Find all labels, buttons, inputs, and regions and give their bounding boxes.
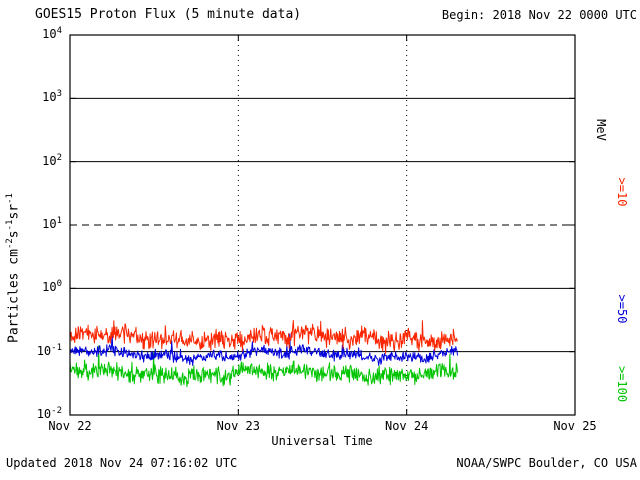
x-tick-label: Nov 25 xyxy=(553,419,597,433)
x-tick-label: Nov 22 xyxy=(48,419,92,433)
series--10-mev xyxy=(69,320,458,354)
y-tick-label-10e2: 102 xyxy=(42,152,62,168)
plot-frame xyxy=(69,34,576,416)
y-tick-label-10e4: 104 xyxy=(42,26,62,42)
y-tick-label-10e1: 101 xyxy=(42,216,62,232)
x-tick-label: Nov 24 xyxy=(384,419,429,433)
y-tick-label-10e-1: 10-1 xyxy=(36,342,62,358)
x-axis-label: Universal Time xyxy=(271,434,373,448)
series--50-mev xyxy=(69,331,458,366)
x-tick-label: Nov 23 xyxy=(216,419,260,433)
begin-time-label: Begin: 2018 Nov 22 0000 UTC xyxy=(441,8,637,22)
data-source-label: NOAA/SWPC Boulder, CO USA xyxy=(456,456,637,470)
chart-title: GOES15 Proton Flux (5 minute data) xyxy=(35,7,302,22)
y-tick-label-10e0: 100 xyxy=(42,279,62,295)
series--100-mev xyxy=(69,345,458,388)
updated-timestamp: Updated 2018 Nov 24 07:16:02 UTC xyxy=(6,456,238,470)
y-tick-label-10e3: 103 xyxy=(42,89,62,105)
y-tick-label-10e-2: 10-2 xyxy=(36,406,62,422)
